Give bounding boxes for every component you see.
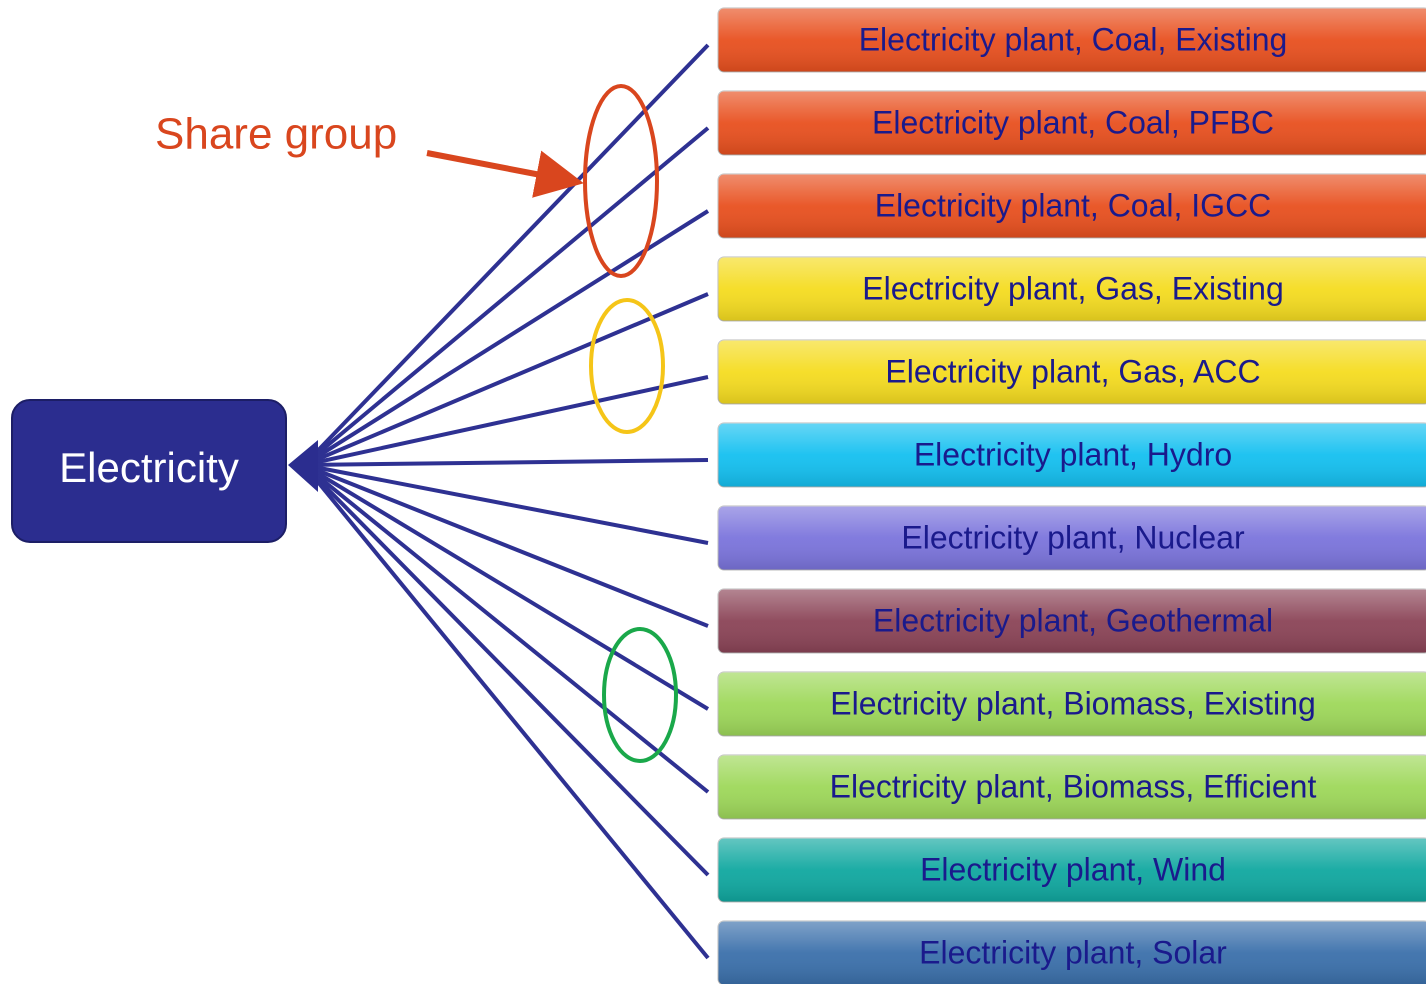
node-label: Electricity plant, Coal, PFBC [872, 104, 1274, 140]
node-label: Electricity plant, Hydro [914, 436, 1232, 472]
node-label: Electricity plant, Coal, Existing [859, 21, 1288, 57]
link [302, 463, 710, 711]
link [302, 209, 710, 467]
node-gloss [718, 257, 1426, 321]
root-label: Electricity [59, 444, 239, 491]
links [302, 43, 710, 960]
node-gloss [718, 8, 1426, 72]
annotation-label: Share group [155, 110, 397, 159]
link [302, 463, 710, 877]
node-label: Electricity plant, Biomass, Efficient [830, 768, 1317, 804]
node-gloss [718, 672, 1426, 736]
link [303, 463, 709, 545]
link [302, 43, 710, 467]
node-label: Electricity plant, Solar [919, 934, 1227, 970]
link [303, 463, 709, 628]
node-gloss [718, 423, 1426, 487]
node-gloss [718, 589, 1426, 653]
node-label: Electricity plant, Gas, Existing [862, 270, 1283, 306]
nodes: Electricity plant, Coal, Existing Electri… [717, 7, 1426, 984]
share-group-ellipse [589, 298, 665, 434]
node-gloss [718, 755, 1426, 819]
node-label: Electricity plant, Biomass, Existing [830, 685, 1316, 721]
annotation-arrow [426, 150, 584, 198]
root-arrowhead [288, 440, 318, 492]
root-box [11, 399, 287, 543]
link [302, 463, 710, 794]
node-label: Electricity plant, Gas, ACC [885, 353, 1260, 389]
share-group-ellipse [602, 627, 678, 763]
link [302, 126, 710, 467]
node-gloss [718, 838, 1426, 902]
link [302, 463, 710, 960]
node-gloss [718, 174, 1426, 238]
link [303, 458, 709, 467]
link [303, 375, 709, 467]
node-label: Electricity plant, Nuclear [901, 519, 1245, 555]
node-label: Electricity plant, Geothermal [873, 602, 1273, 638]
link [303, 292, 709, 467]
node-gloss [718, 91, 1426, 155]
node-label: Electricity plant, Coal, IGCC [875, 187, 1272, 223]
share-group-ellipse [583, 84, 659, 278]
node-gloss [718, 340, 1426, 404]
node-label: Electricity plant, Wind [920, 851, 1226, 887]
node-gloss [718, 506, 1426, 570]
node-gloss [718, 921, 1426, 984]
